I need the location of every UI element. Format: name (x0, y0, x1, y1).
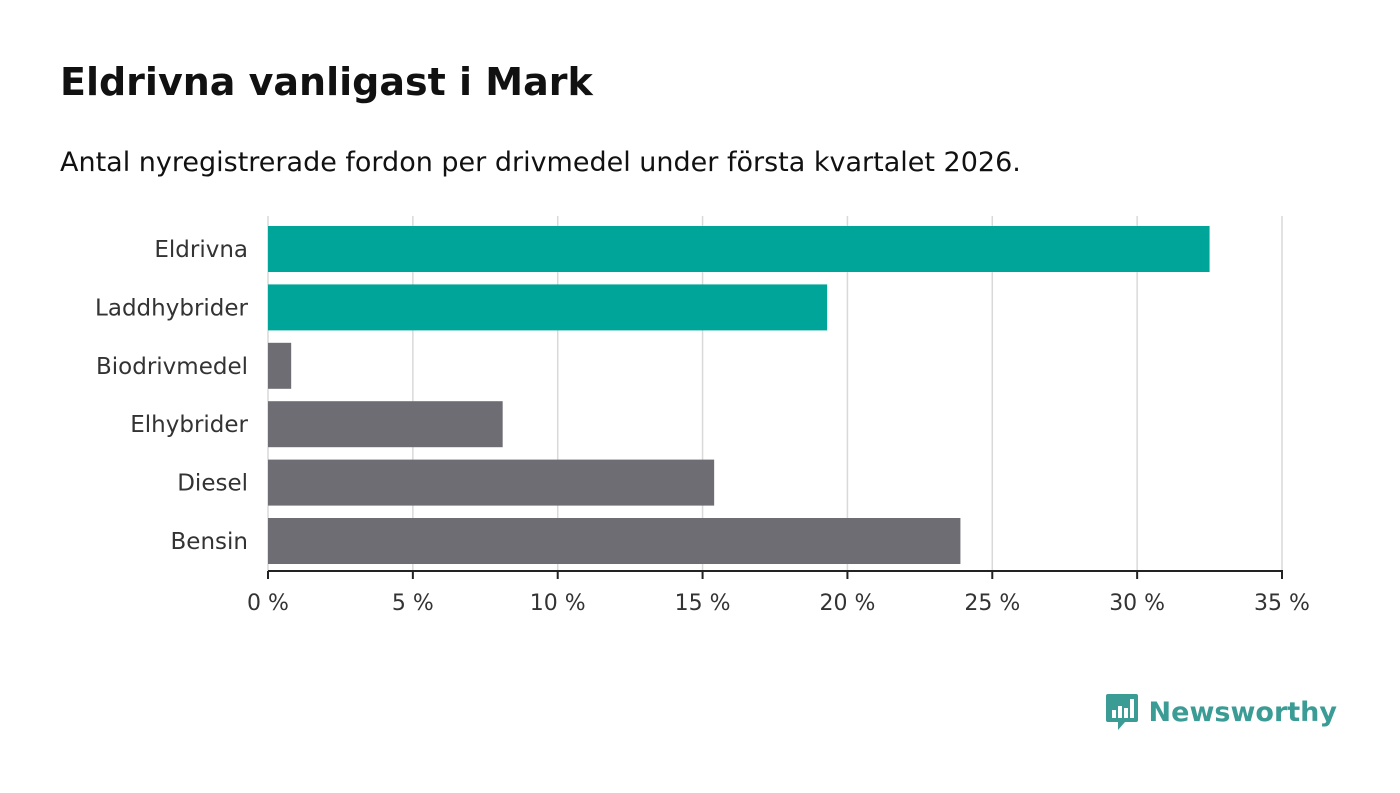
x-tick-label: 20 % (819, 591, 875, 616)
x-axis: 0 % 5 % 10 % 15 % 20 % 25 % 30 % 35 % (247, 570, 1310, 616)
grid-lines (267, 216, 1283, 571)
bar (268, 518, 961, 564)
x-tick-label: 25 % (964, 591, 1020, 616)
chart-subtitle: Antal nyregistrerade fordon per drivmede… (60, 147, 1021, 178)
category-label: Eldrivna (154, 237, 248, 263)
x-tick-label: 30 % (1109, 591, 1165, 616)
x-tick-label: 15 % (675, 591, 731, 616)
chart-title: Eldrivna vanligast i Mark (60, 60, 593, 104)
category-labels: Eldrivna Laddhybrider Biodrivmedel Elhybrid… (95, 237, 248, 555)
bar (268, 459, 715, 506)
x-tick-label: 5 % (392, 591, 434, 616)
newsworthy-logo-icon (1105, 694, 1138, 730)
brand-logo: Newsworthy (1105, 692, 1337, 732)
brand-name: Newsworthy (1148, 696, 1337, 728)
category-label: Laddhybrider (95, 295, 248, 321)
category-label: Bensin (171, 529, 248, 555)
x-tick-label: 0 % (247, 591, 289, 616)
bars (268, 226, 1210, 564)
x-tick-label: 35 % (1254, 591, 1310, 616)
x-tick-label: 10 % (530, 591, 586, 616)
bar (268, 401, 503, 448)
bar (268, 284, 828, 331)
category-label: Elhybrider (130, 412, 248, 438)
bar (268, 226, 1210, 272)
category-label: Diesel (177, 471, 248, 497)
bar (268, 342, 292, 389)
category-label: Biodrivmedel (96, 354, 248, 380)
